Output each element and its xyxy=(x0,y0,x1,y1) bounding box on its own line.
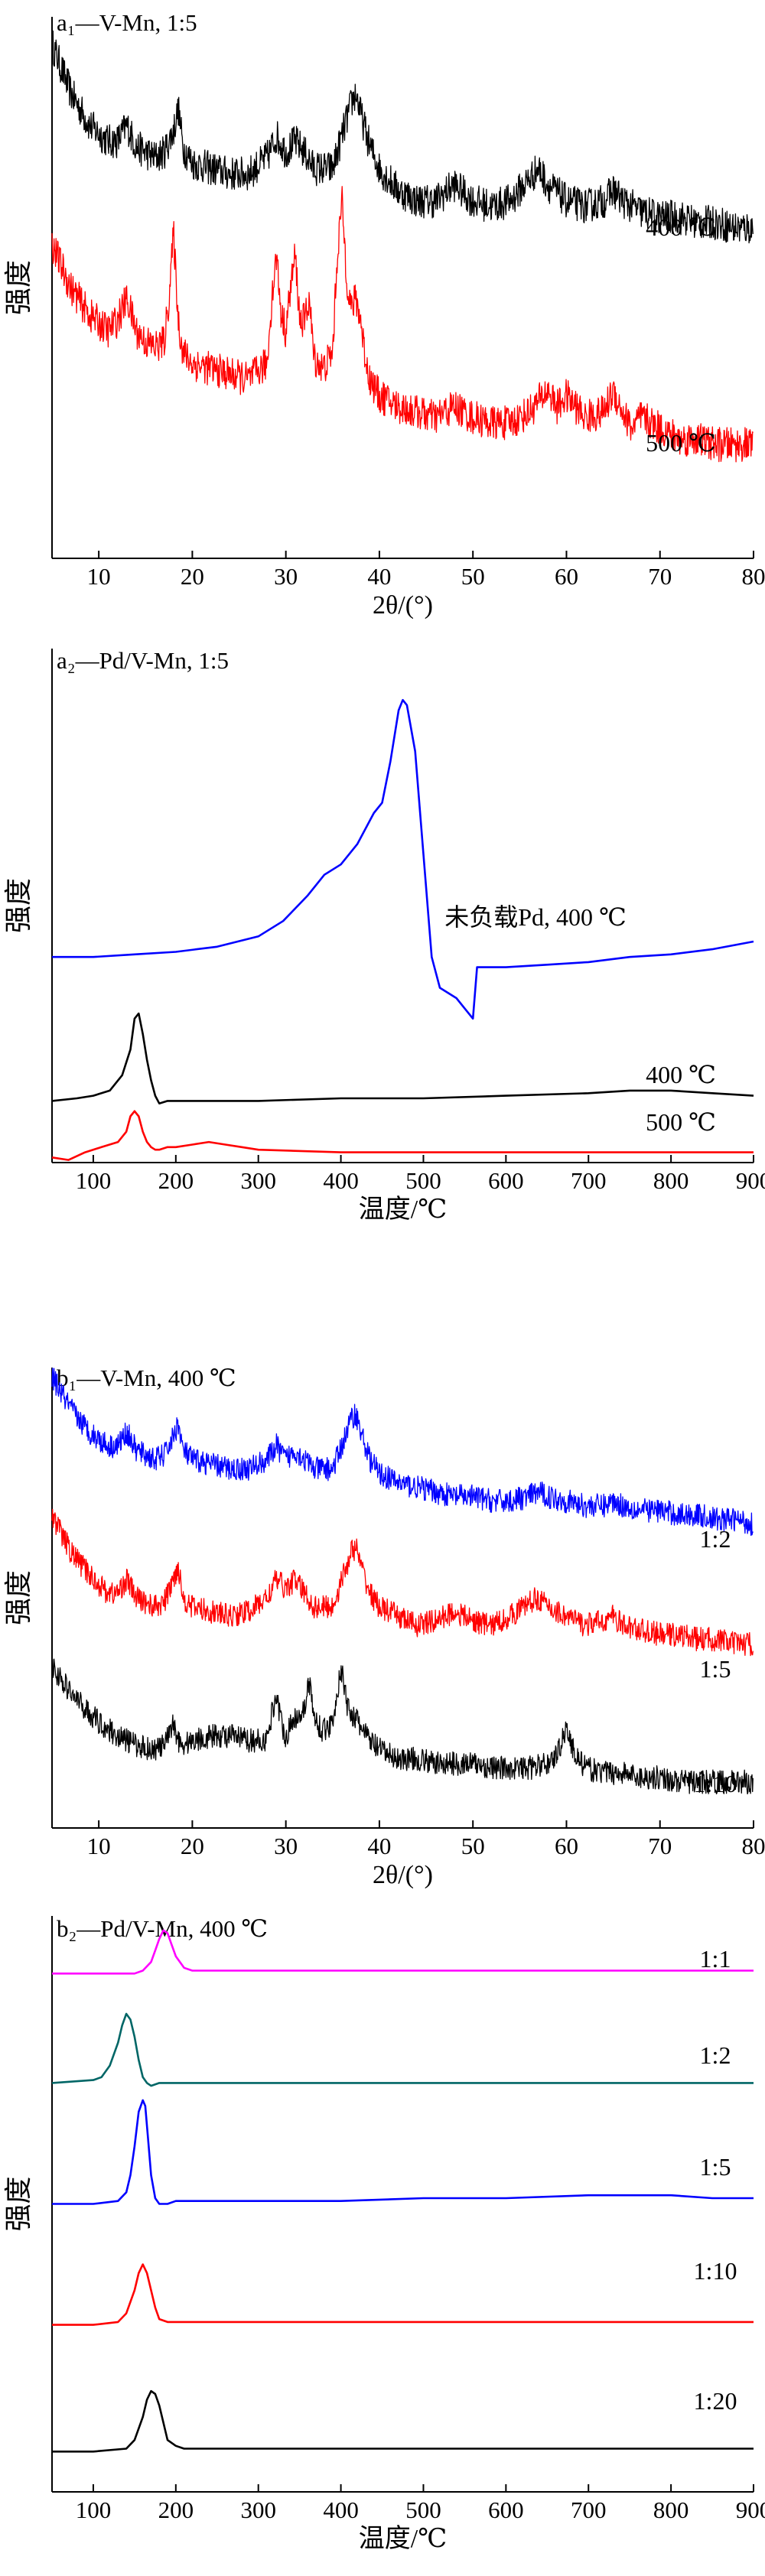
x-tick-label: 30 xyxy=(274,1833,298,1859)
series-label: 1:2 xyxy=(700,1525,731,1553)
x-tick-label: 40 xyxy=(367,1833,391,1859)
y-axis-label: 强度 xyxy=(3,878,34,933)
series-line xyxy=(51,30,754,244)
series-line xyxy=(52,2099,754,2205)
x-tick-label: 600 xyxy=(488,1167,524,1194)
x-tick-label: 40 xyxy=(367,563,391,590)
series-label: 400 ℃ xyxy=(646,1061,716,1088)
series-label: 1:10 xyxy=(694,2257,737,2285)
series-line xyxy=(52,2263,754,2326)
y-axis-label: 强度 xyxy=(3,1570,34,1625)
x-tick-label: 800 xyxy=(653,1167,689,1194)
series-label: 500 ℃ xyxy=(646,1108,716,1136)
y-axis-label: 强度 xyxy=(3,2176,34,2231)
series-label: 1:2 xyxy=(700,2041,731,2069)
x-tick-label: 900 xyxy=(736,2496,765,2523)
panel-title: a₁—V-Mn, 1:5 xyxy=(57,9,197,36)
x-tick-label: 70 xyxy=(648,1833,672,1859)
series-line xyxy=(51,1508,754,1657)
series-label: 1:5 xyxy=(700,2153,731,2181)
x-tick-label: 200 xyxy=(158,1167,194,1194)
x-tick-label: 80 xyxy=(742,1833,765,1859)
x-axis-label: 2θ/(°) xyxy=(373,591,433,620)
series-line xyxy=(52,2389,754,2453)
series-label: 未负载Pd, 400 ℃ xyxy=(444,903,627,931)
series-label: 1:5 xyxy=(700,1655,731,1683)
series-label: 1:10 xyxy=(694,1770,737,1797)
x-tick-label: 400 xyxy=(323,1167,359,1194)
series-line xyxy=(51,2012,754,2087)
x-tick-label: 20 xyxy=(181,563,204,590)
x-tick-label: 10 xyxy=(87,563,111,590)
series-line xyxy=(52,1929,754,1975)
x-tick-label: 100 xyxy=(76,2496,112,2523)
x-tick-label: 700 xyxy=(571,1167,607,1194)
x-tick-label: 60 xyxy=(555,1833,578,1859)
series-label: 1:20 xyxy=(694,2387,737,2415)
y-axis-label: 强度 xyxy=(3,260,34,315)
series-line xyxy=(51,1368,754,1537)
x-axis-label: 温度/℃ xyxy=(359,1195,447,1224)
x-tick-label: 200 xyxy=(158,2496,194,2523)
series-line xyxy=(51,1110,754,1161)
chart-panel: 100 200 300 400 500 600 700 800 900 温度/℃ 强度 b₂—Pd/V… xyxy=(3,1915,765,2553)
x-axis-label: 2θ/(°) xyxy=(373,1861,433,1889)
x-tick-label: 50 xyxy=(461,563,485,590)
chart-panel: 10 20 30 40 50 60 70 80 2θ/(°) 强度 a₁—V-Mn, 1:5 400 … xyxy=(3,9,765,620)
panel-title: b₁—V-Mn, 400 ℃ xyxy=(57,1364,236,1391)
x-tick-label: 600 xyxy=(488,2496,524,2523)
series-line xyxy=(52,698,754,1020)
x-tick-label: 400 xyxy=(323,2496,359,2523)
x-tick-label: 300 xyxy=(240,1167,276,1194)
series-line xyxy=(51,186,754,463)
panel-title: b₂—Pd/V-Mn, 400 ℃ xyxy=(57,1915,268,1942)
x-tick-label: 500 xyxy=(405,1167,441,1194)
x-tick-label: 100 xyxy=(76,1167,112,1194)
series-line xyxy=(51,1658,754,1795)
x-tick-label: 10 xyxy=(87,1833,111,1859)
chart-panel: 10 20 30 40 50 60 70 80 2θ/(°) 强度 b₁—V-Mn, 400 ℃ 1:… xyxy=(3,1364,765,1889)
x-tick-label: 900 xyxy=(736,1167,765,1194)
series-label: 400 ℃ xyxy=(646,213,716,241)
x-tick-label: 60 xyxy=(555,563,578,590)
x-tick-label: 30 xyxy=(274,563,298,590)
x-tick-label: 300 xyxy=(240,2496,276,2523)
x-tick-label: 50 xyxy=(461,1833,485,1859)
series-line xyxy=(51,1012,754,1104)
x-tick-label: 500 xyxy=(405,2496,441,2523)
panel-title: a₂—Pd/V-Mn, 1:5 xyxy=(57,647,229,674)
x-axis-label: 温度/℃ xyxy=(359,2524,447,2553)
series-label: 1:1 xyxy=(700,1945,731,1973)
x-tick-label: 70 xyxy=(648,563,672,590)
chart-panel: 100 200 300 400 500 600 700 800 900 温度/℃ 强度 a₂—Pd/V… xyxy=(3,647,765,1224)
x-tick-label: 80 xyxy=(742,563,765,590)
x-tick-label: 800 xyxy=(653,2496,689,2523)
x-tick-label: 700 xyxy=(571,2496,607,2523)
series-label: 500 ℃ xyxy=(646,429,716,457)
x-tick-label: 20 xyxy=(181,1833,204,1859)
